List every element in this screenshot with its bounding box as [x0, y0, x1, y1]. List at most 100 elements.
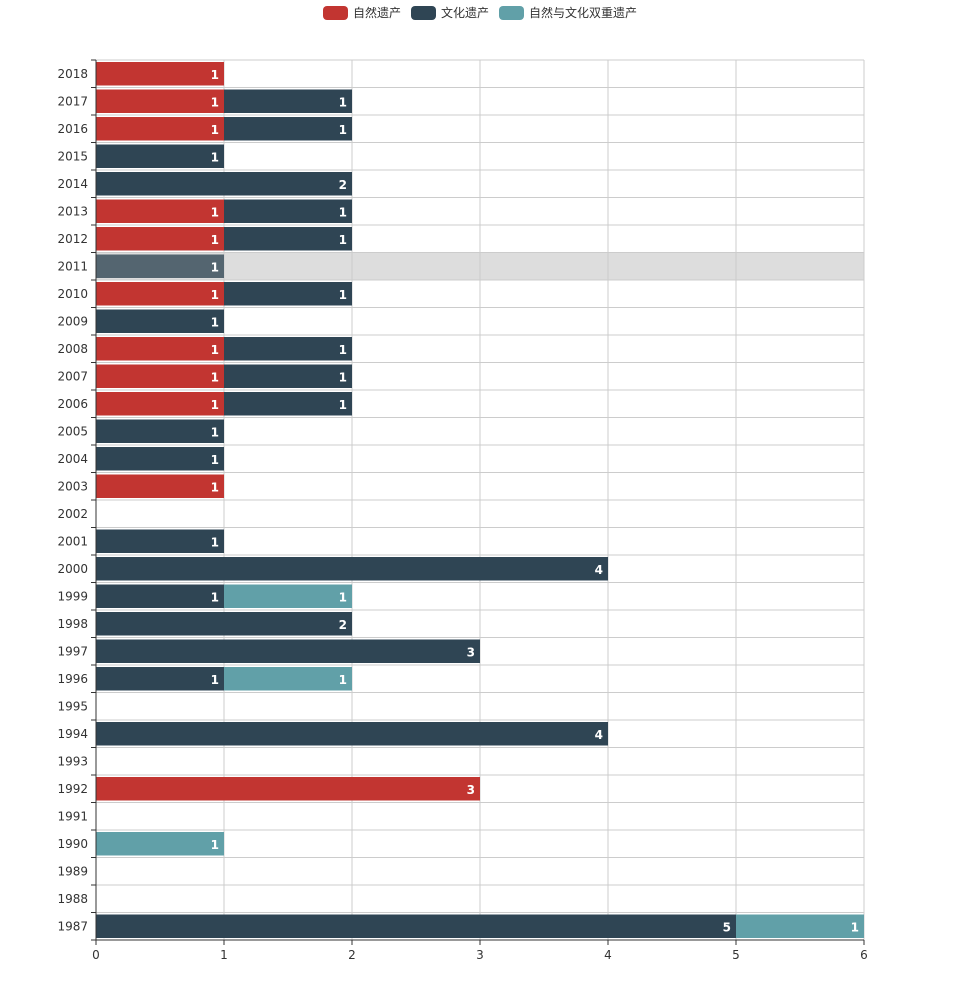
data-label-2015-series-1: 1 — [211, 150, 219, 164]
data-label-2012-series-1: 1 — [339, 233, 347, 247]
bar-2016-series-1[interactable] — [224, 117, 352, 141]
bar-2008-series-0[interactable] — [96, 337, 224, 361]
x-tick-label-0: 0 — [92, 948, 100, 962]
y-tick-label-1994: 1994 — [57, 727, 88, 741]
y-tick-label-2004: 2004 — [57, 452, 88, 466]
y-tick-label-1988: 1988 — [57, 892, 88, 906]
bar-2006-series-0[interactable] — [96, 392, 224, 416]
data-label-2010-series-0: 1 — [211, 288, 219, 302]
x-tick-label-4: 4 — [604, 948, 612, 962]
data-label-2007-series-1: 1 — [339, 370, 347, 384]
bar-1998-series-1[interactable] — [96, 612, 352, 636]
bar-2017-series-1[interactable] — [224, 89, 352, 114]
data-label-2013-series-1: 1 — [339, 205, 347, 219]
y-tick-label-2002: 2002 — [57, 507, 88, 521]
data-label-1992-series-0: 3 — [467, 783, 475, 797]
bar-2018-series-0[interactable] — [96, 62, 224, 86]
bar-2010-series-1[interactable] — [224, 282, 352, 306]
data-label-2008-series-1: 1 — [339, 343, 347, 357]
y-tick-label-2015: 2015 — [57, 149, 88, 163]
x-tick-label-1: 1 — [220, 948, 228, 962]
y-tick-label-2006: 2006 — [57, 397, 88, 411]
bar-2013-series-0[interactable] — [96, 199, 224, 224]
bar-1996-series-1[interactable] — [96, 667, 224, 691]
data-label-2010-series-1: 1 — [339, 288, 347, 302]
bar-2015-series-1[interactable] — [96, 144, 224, 169]
bar-2013-series-1[interactable] — [224, 199, 352, 224]
bar-2014-series-1[interactable] — [96, 172, 352, 196]
data-label-2013-series-0: 1 — [211, 205, 219, 219]
data-label-2017-series-1: 1 — [339, 95, 347, 109]
bar-2004-series-1[interactable] — [96, 447, 224, 471]
y-tick-label-1996: 1996 — [57, 672, 88, 686]
data-label-2009-series-1: 1 — [211, 315, 219, 329]
y-tick-label-1999: 1999 — [57, 589, 88, 603]
bar-1999-series-2[interactable] — [224, 584, 352, 609]
y-tick-label-2008: 2008 — [57, 342, 88, 356]
bar-2003-series-0[interactable] — [96, 474, 224, 499]
y-tick-label-2010: 2010 — [57, 287, 88, 301]
data-label-2004-series-1: 1 — [211, 453, 219, 467]
bar-2017-series-0[interactable] — [96, 89, 224, 114]
y-tick-label-2014: 2014 — [57, 177, 88, 191]
data-label-2008-series-0: 1 — [211, 343, 219, 357]
bar-2016-series-0[interactable] — [96, 117, 224, 141]
y-tick-label-2001: 2001 — [57, 534, 88, 548]
y-tick-label-2012: 2012 — [57, 232, 88, 246]
x-tick-label-3: 3 — [476, 948, 484, 962]
y-tick-label-2000: 2000 — [57, 562, 88, 576]
bar-2012-series-0[interactable] — [96, 227, 224, 251]
legend-item-cultural[interactable]: 文化遗产 — [410, 4, 489, 21]
y-tick-label-2007: 2007 — [57, 369, 88, 383]
data-label-1987-series-1: 5 — [723, 920, 731, 934]
data-label-1999-series-1: 1 — [211, 590, 219, 604]
legend-label-mixed: 自然与文化双重遗产 — [529, 6, 638, 20]
data-label-1997-series-1: 3 — [467, 645, 475, 659]
data-label-2012-series-0: 1 — [211, 233, 219, 247]
y-tick-label-1995: 1995 — [57, 699, 88, 713]
data-label-2017-series-0: 1 — [211, 95, 219, 109]
bar-1987-series-2[interactable] — [736, 914, 864, 939]
legend-swatch-natural — [322, 5, 348, 20]
data-label-1999-series-2: 1 — [339, 590, 347, 604]
y-tick-label-2003: 2003 — [57, 479, 88, 493]
bar-1992-series-0[interactable] — [96, 777, 480, 801]
y-tick-label-1990: 1990 — [57, 837, 88, 851]
bar-1997-series-1[interactable] — [96, 639, 480, 664]
bar-2000-series-1[interactable] — [96, 557, 608, 581]
bar-2007-series-0[interactable] — [96, 364, 224, 389]
y-tick-label-1989: 1989 — [57, 864, 88, 878]
y-tick-label-1998: 1998 — [57, 617, 88, 631]
bar-2001-series-1[interactable] — [96, 529, 224, 554]
bar-2008-series-1[interactable] — [224, 337, 352, 361]
bar-2012-series-1[interactable] — [224, 227, 352, 251]
bar-2006-series-1[interactable] — [224, 392, 352, 416]
x-tick-label-6: 6 — [860, 948, 868, 962]
bar-1987-series-1[interactable] — [96, 914, 736, 939]
bar-2007-series-1[interactable] — [224, 364, 352, 389]
legend-label-natural: 自然遗产 — [352, 6, 401, 20]
bar-2005-series-1[interactable] — [96, 419, 224, 444]
bar-1999-series-1[interactable] — [96, 584, 224, 609]
data-label-2016-series-0: 1 — [211, 123, 219, 137]
y-tick-label-2009: 2009 — [57, 314, 88, 328]
y-tick-label-1992: 1992 — [57, 782, 88, 796]
bar-2009-series-1[interactable] — [96, 309, 224, 334]
bar-1994-series-1[interactable] — [96, 722, 608, 746]
legend-item-mixed[interactable]: 自然与文化双重遗产 — [499, 4, 637, 21]
data-label-2000-series-1: 4 — [595, 563, 603, 577]
bar-1996-series-2[interactable] — [224, 667, 352, 691]
data-label-2006-series-0: 1 — [211, 398, 219, 412]
bar-2010-series-0[interactable] — [96, 282, 224, 306]
data-label-2011-series-1: 1 — [211, 260, 219, 274]
bar-2011-series-1[interactable] — [96, 254, 224, 279]
x-tick-label-2: 2 — [348, 948, 356, 962]
legend-item-natural[interactable]: 自然遗产 — [322, 4, 401, 21]
data-label-2005-series-1: 1 — [211, 425, 219, 439]
data-label-2007-series-0: 1 — [211, 370, 219, 384]
bar-1990-series-2[interactable] — [96, 832, 224, 856]
data-label-1990-series-2: 1 — [211, 838, 219, 852]
y-tick-label-2011: 2011 — [57, 259, 88, 273]
legend-swatch-mixed — [499, 5, 524, 20]
